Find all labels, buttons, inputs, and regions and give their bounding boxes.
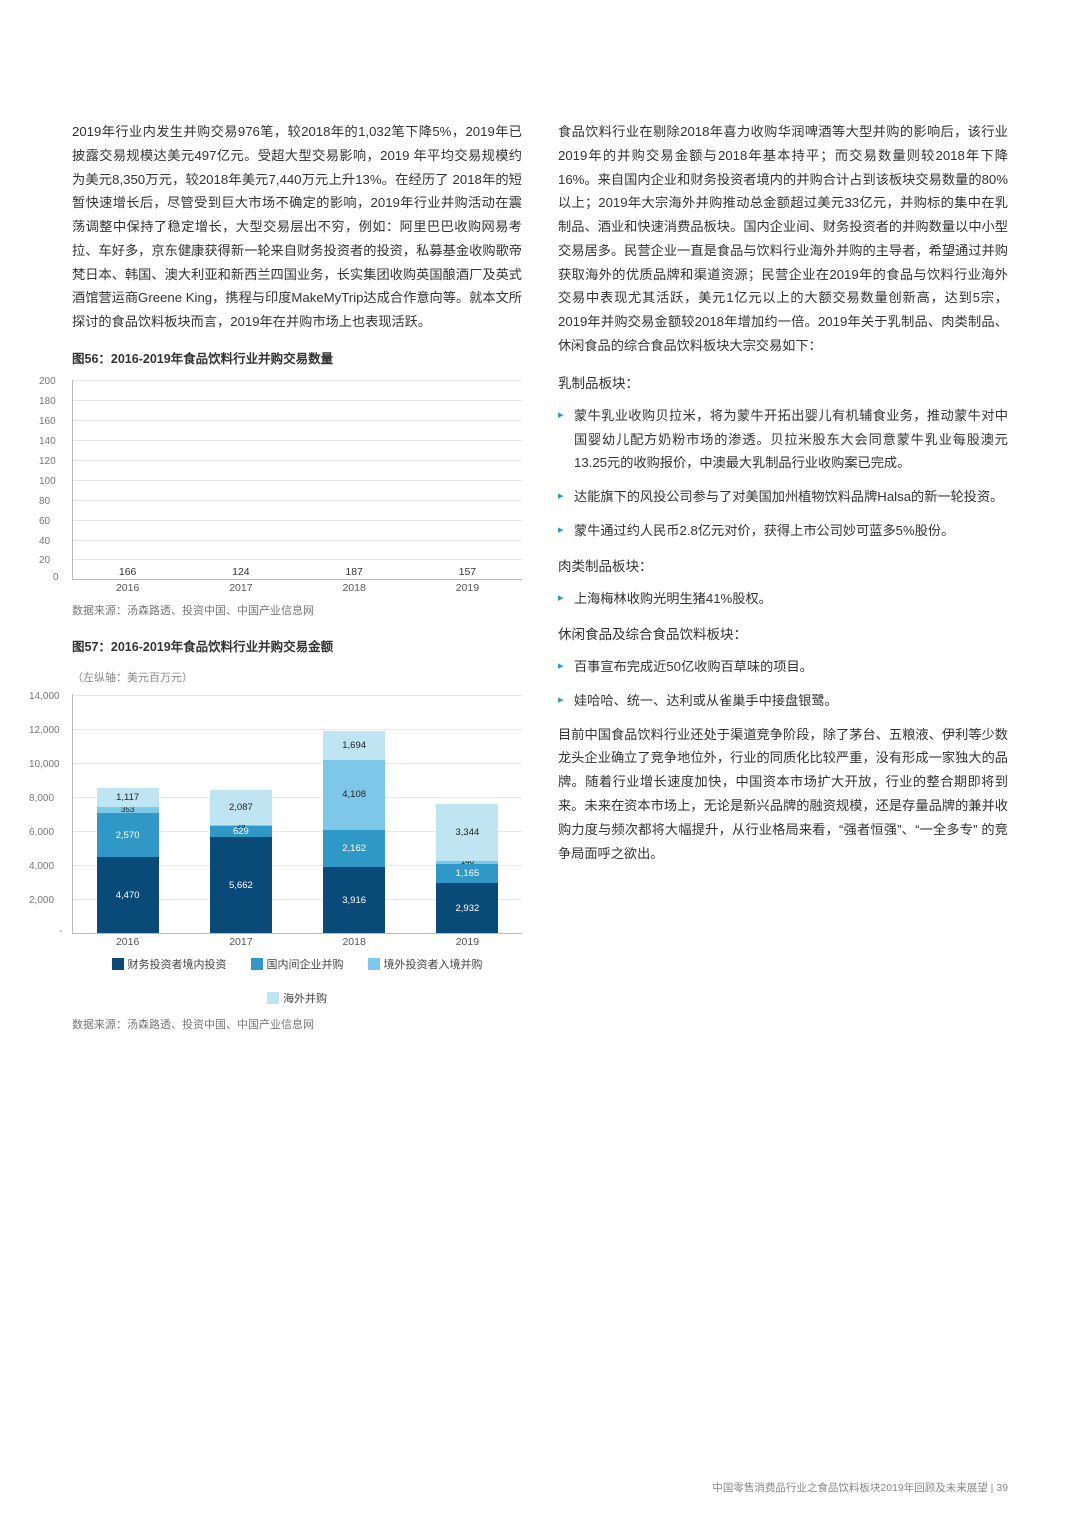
list-item: 蒙牛通过约人民币2.8亿元对价，获得上市公司妙可蓝多5%股份。 — [558, 519, 1008, 543]
stacked-bar-col: 3,9162,1624,1081,6942018 — [310, 694, 399, 933]
list-item: 达能旗下的风投公司参与了对美国加州植物饮料品牌Halsa的新一轮投资。 — [558, 485, 1008, 509]
meat-list: 上海梅林收购光明生猪41%股权。 — [558, 587, 1008, 611]
stacked-bar-col: 2,9321,1651463,3442019 — [423, 694, 512, 933]
legend-item: 国内间企业并购 — [251, 956, 344, 976]
dairy-heading: 乳制品板块： — [558, 372, 1008, 396]
chart56-grid: 20406080100120140160180200 — [73, 380, 522, 579]
chart56-title: 图56：2016-2019年食品饮料行业并购交易数量 — [72, 348, 522, 371]
footer-text: 中国零售消费品行业之食品饮料板块2019年回顾及未来展望 — [712, 1482, 987, 1494]
chart57-legend: 财务投资者境内投资 国内间企业并购 境外投资者入境并购海外并购 — [72, 956, 522, 1010]
right-paragraph-1: 食品饮料行业在剔除2018年喜力收购华润啤酒等大型并购的影响后，该行业2019年… — [558, 120, 1008, 358]
legend-item: 境外投资者入境并购 — [368, 956, 483, 976]
stacked-bar-col: 5,662629392,0872017 — [196, 694, 285, 933]
list-item: 蒙牛乳业收购贝拉米，将为蒙牛开拓出婴儿有机辅食业务，推动蒙牛对中国婴幼儿配方奶粉… — [558, 404, 1008, 475]
legend-item: 海外并购 — [267, 990, 327, 1010]
page-footer: 中国零售消费品行业之食品饮料板块2019年回顾及未来展望 | 39 — [712, 1479, 1008, 1498]
intro-paragraph: 2019年行业内发生并购交易976笔，较2018年的1,032笔下降5%，201… — [72, 120, 522, 334]
snack-list: 百事宣布完成近50亿收购百草味的项目。娃哈哈、统一、达利或从雀巢手中接盘银鹭。 — [558, 655, 1008, 713]
list-item: 百事宣布完成近50亿收购百草味的项目。 — [558, 655, 1008, 679]
legend-item: 财务投资者境内投资 — [112, 956, 227, 976]
chart56-source: 数据来源：汤森路透、投资中国、中国产业信息网 — [72, 602, 522, 622]
chart57: 2,0004,0006,0008,00010,00012,00014,000 -… — [72, 694, 522, 1010]
snack-heading: 休闲食品及综合食品饮料板块： — [558, 623, 1008, 647]
chart56: 20406080100120140160180200 0166201612420… — [72, 380, 522, 580]
right-column: 食品饮料行业在剔除2018年喜力收购华润啤酒等大型并购的影响后，该行业2019年… — [558, 120, 1008, 1048]
stacked-bar-col: 4,4702,5703531,1172016 — [83, 694, 172, 933]
right-paragraph-2: 目前中国食品饮料行业还处于渠道竞争阶段，除了茅台、五粮液、伊利等少数龙头企业确立… — [558, 723, 1008, 866]
left-column: 2019年行业内发生并购交易976笔，较2018年的1,032笔下降5%，201… — [72, 120, 522, 1048]
dairy-list: 蒙牛乳业收购贝拉米，将为蒙牛开拓出婴儿有机辅食业务，推动蒙牛对中国婴幼儿配方奶粉… — [558, 404, 1008, 543]
list-item: 上海梅林收购光明生猪41%股权。 — [558, 587, 1008, 611]
list-item: 娃哈哈、统一、达利或从雀巢手中接盘银鹭。 — [558, 689, 1008, 713]
footer-page: 39 — [996, 1482, 1008, 1494]
meat-heading: 肉类制品板块： — [558, 555, 1008, 579]
chart56-plot: 20406080100120140160180200 0166201612420… — [72, 380, 522, 580]
chart57-title: 图57：2016-2019年食品饮料行业并购交易金额 — [72, 636, 522, 659]
chart57-source: 数据来源：汤森路透、投资中国、中国产业信息网 — [72, 1016, 522, 1036]
chart57-plot: 2,0004,0006,0008,00010,00012,00014,000 -… — [72, 694, 522, 934]
chart57-axis-unit: （左纵轴：美元百万元） — [72, 669, 522, 689]
